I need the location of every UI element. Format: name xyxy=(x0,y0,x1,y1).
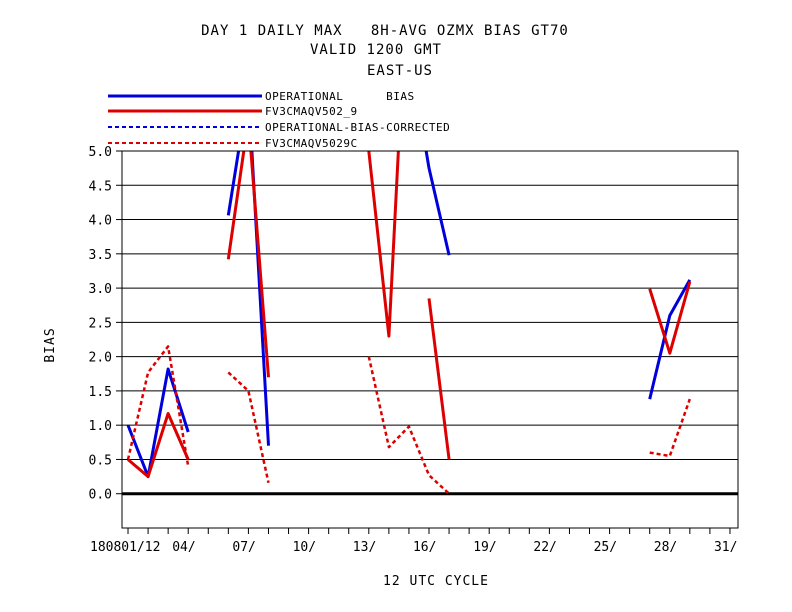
series-line-operational-bias xyxy=(648,279,692,400)
series-line-fv3cmaqv502-9 xyxy=(127,412,190,479)
x-tick-label: 16/ xyxy=(413,540,436,555)
chart-title-line-1: DAY 1 DAILY MAX 8H-AVG OZMX BIAS GT70 xyxy=(201,23,569,39)
x-tick-label: 07/ xyxy=(232,540,255,555)
gridlines xyxy=(122,150,738,496)
x-tick-label: 28/ xyxy=(654,540,677,555)
y-tick-label: 0.0 xyxy=(89,488,112,503)
y-tick-label: 2.0 xyxy=(89,351,112,366)
legend-entry: FV3CMAQV502_9 xyxy=(108,105,358,118)
x-tick-label: 25/ xyxy=(594,540,617,555)
x-axis-label: 12 UTC CYCLE xyxy=(383,574,489,589)
legend: OPERATIONAL BIAS FV3CMAQV502_9 OPERATION… xyxy=(108,90,450,150)
y-tick-label: 0.5 xyxy=(89,453,112,468)
series-line-fv3cmaqv5029c xyxy=(649,398,691,458)
chart-title-line-2: VALID 1200 GMT xyxy=(310,42,442,58)
axis-ticks: 0.0 0.5 1.0 1.5 2.0 2.5 3.0 3.5 4.0 4.5 5.0 04/07/1… xyxy=(89,145,738,555)
legend-label-fv3cmaqv502-9: FV3CMAQV502_9 xyxy=(265,105,358,118)
x-tick-label: 10/ xyxy=(293,540,316,555)
x-tick-label: 13/ xyxy=(353,540,376,555)
x-tick-label: 22/ xyxy=(533,540,556,555)
y-tick-label: 5.0 xyxy=(89,145,112,160)
plot-frame xyxy=(121,150,739,529)
series-line-fv3cmaqv502-9 xyxy=(648,281,692,355)
series-line-fv3cmaqv502-9 xyxy=(427,298,451,460)
legend-label-fv3cmaqv5029c: FV3CMAQV5029C xyxy=(265,137,358,150)
y-axis-label: BIAS xyxy=(43,327,58,362)
series-line-fv3cmaqv5029c xyxy=(227,371,270,484)
legend-entry: FV3CMAQV5029C xyxy=(108,137,358,150)
chart-title-line-3: EAST-US xyxy=(367,63,433,79)
x-tick-label: 04/ xyxy=(172,540,195,555)
series-lines xyxy=(126,151,692,495)
series-line-operational-bias xyxy=(424,151,451,256)
series-line-fv3cmaqv5029c xyxy=(126,345,190,467)
legend-label-operational: OPERATIONAL BIAS xyxy=(265,90,415,103)
y-tick-label: 4.0 xyxy=(89,214,112,229)
x-tick-label-first: 180801/12 xyxy=(90,540,160,555)
legend-entry: OPERATIONAL BIAS xyxy=(108,90,415,103)
y-tick-label: 2.5 xyxy=(89,316,112,331)
series-line-fv3cmaqv502-9 xyxy=(226,151,270,378)
series-clip-group xyxy=(126,151,692,495)
legend-label-operational-bias-corrected: OPERATIONAL-BIAS-CORRECTED xyxy=(265,121,450,134)
y-tick-label: 3.5 xyxy=(89,248,112,263)
x-tick-label: 19/ xyxy=(473,540,496,555)
series-line-fv3cmaqv5029c xyxy=(367,356,450,495)
y-tick-label: 4.5 xyxy=(89,179,112,194)
x-tick-label: 31/ xyxy=(714,540,737,555)
y-tick-label: 3.0 xyxy=(89,282,112,297)
series-line-fv3cmaqv502-9 xyxy=(367,151,400,338)
series-line-operational-bias xyxy=(226,151,270,446)
y-tick-label: 1.5 xyxy=(89,385,112,400)
legend-entry: OPERATIONAL-BIAS-CORRECTED xyxy=(108,121,450,134)
y-tick-label: 1.0 xyxy=(89,419,112,434)
